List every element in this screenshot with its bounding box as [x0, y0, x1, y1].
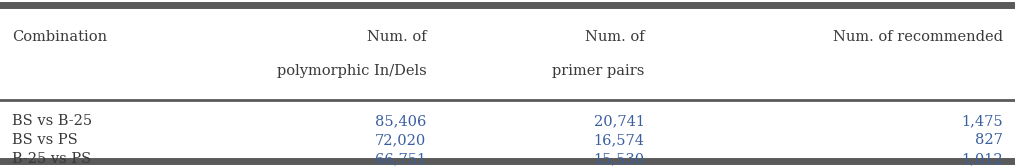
Text: primer pairs: primer pairs — [552, 64, 645, 78]
Text: BS vs B-25: BS vs B-25 — [12, 114, 92, 128]
Text: BS vs PS: BS vs PS — [12, 133, 78, 147]
Text: 1,475: 1,475 — [961, 114, 1003, 128]
Text: 1,012: 1,012 — [961, 152, 1003, 166]
Text: 20,741: 20,741 — [594, 114, 645, 128]
Text: 72,020: 72,020 — [376, 133, 426, 147]
Text: 827: 827 — [975, 133, 1003, 147]
Text: Combination: Combination — [12, 30, 108, 43]
Text: Num. of: Num. of — [366, 30, 426, 43]
Text: 66,751: 66,751 — [376, 152, 426, 166]
Text: Num. of recommended: Num. of recommended — [833, 30, 1003, 43]
Text: polymorphic In/Dels: polymorphic In/Dels — [276, 64, 426, 78]
Text: 15,530: 15,530 — [594, 152, 645, 166]
Text: 85,406: 85,406 — [375, 114, 426, 128]
Text: B-25 vs PS: B-25 vs PS — [12, 152, 91, 166]
Text: 16,574: 16,574 — [594, 133, 645, 147]
Text: Num. of: Num. of — [585, 30, 645, 43]
